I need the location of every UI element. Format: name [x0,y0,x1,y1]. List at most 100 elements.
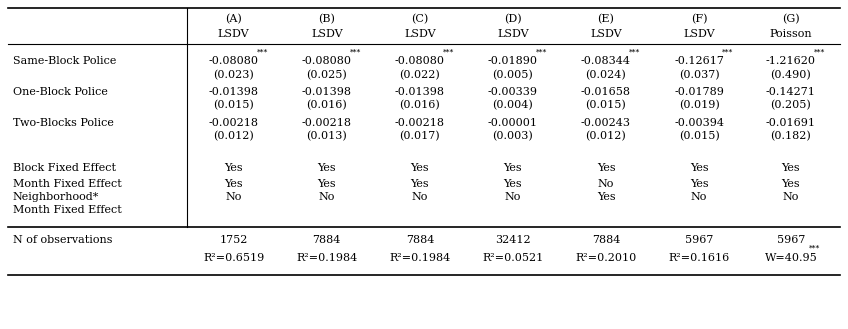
Text: -0.14271: -0.14271 [766,87,816,97]
Text: Yes: Yes [782,163,801,173]
Text: (E): (E) [598,14,615,25]
Text: No: No [226,192,242,202]
Text: -0.00218: -0.00218 [395,117,445,128]
Text: -0.00243: -0.00243 [581,117,631,128]
Text: Yes: Yes [689,180,708,190]
Text: R²=0.1616: R²=0.1616 [668,253,729,263]
Text: LSDV: LSDV [404,29,436,39]
Text: Yes: Yes [597,192,616,202]
Text: No: No [783,192,799,202]
Text: One-Block Police: One-Block Police [13,87,108,97]
Text: Yes: Yes [225,180,243,190]
Text: 5967: 5967 [685,235,713,245]
Text: (0.182): (0.182) [771,131,812,141]
Text: Yes: Yes [317,163,336,173]
Text: W=40.95: W=40.95 [765,253,817,263]
Text: (0.017): (0.017) [399,131,440,141]
Text: Neighborhood*: Neighborhood* [13,192,99,202]
Text: N of observations: N of observations [13,235,112,245]
Text: -0.01398: -0.01398 [209,87,259,97]
Text: (G): (G) [782,14,800,25]
Text: ***: *** [536,48,547,56]
Text: Yes: Yes [225,163,243,173]
Text: R²=0.6519: R²=0.6519 [203,253,265,263]
Text: No: No [411,192,428,202]
Text: -1.21620: -1.21620 [766,56,816,66]
Text: (0.015): (0.015) [214,100,254,111]
Text: ***: *** [628,48,640,56]
Text: (0.003): (0.003) [493,131,533,141]
Text: LSDV: LSDV [590,29,622,39]
Text: (A): (A) [226,14,242,25]
Text: -0.00339: -0.00339 [488,87,538,97]
Text: -0.12617: -0.12617 [674,56,724,66]
Text: (0.012): (0.012) [214,131,254,141]
Text: -0.01789: -0.01789 [674,87,724,97]
Text: No: No [319,192,335,202]
Text: -0.00001: -0.00001 [488,117,538,128]
Text: R²=0.2010: R²=0.2010 [576,253,637,263]
Text: 5967: 5967 [777,235,805,245]
Text: R²=0.1984: R²=0.1984 [296,253,357,263]
Text: -0.01658: -0.01658 [581,87,631,97]
Text: -0.00218: -0.00218 [302,117,352,128]
Text: No: No [598,180,614,190]
Text: (D): (D) [504,14,522,25]
Text: ***: *** [443,48,454,56]
Text: (0.016): (0.016) [399,100,440,111]
Text: (0.005): (0.005) [493,70,533,80]
Text: (0.015): (0.015) [678,131,719,141]
Text: Month Fixed Effect: Month Fixed Effect [13,180,121,190]
Text: (0.016): (0.016) [306,100,347,111]
Text: Month Fixed Effect: Month Fixed Effect [13,205,121,215]
Text: (0.024): (0.024) [586,70,627,80]
Text: -0.01890: -0.01890 [488,56,538,66]
Text: Two-Blocks Police: Two-Blocks Police [13,117,114,128]
Text: Yes: Yes [597,163,616,173]
Text: LSDV: LSDV [311,29,343,39]
Text: No: No [691,192,707,202]
Text: R²=0.0521: R²=0.0521 [483,253,544,263]
Text: -0.01398: -0.01398 [302,87,352,97]
Text: ***: *** [722,48,733,56]
Text: (0.019): (0.019) [678,100,719,111]
Text: 32412: 32412 [495,235,531,245]
Text: (0.004): (0.004) [493,100,533,111]
Text: 7884: 7884 [592,235,620,245]
Text: Yes: Yes [689,163,708,173]
Text: (B): (B) [318,14,335,25]
Text: -0.00218: -0.00218 [209,117,259,128]
Text: -0.01691: -0.01691 [766,117,816,128]
Text: Yes: Yes [504,180,522,190]
Text: (0.490): (0.490) [771,70,812,80]
Text: (0.013): (0.013) [306,131,347,141]
Text: (0.037): (0.037) [678,70,719,80]
Text: (0.015): (0.015) [586,100,627,111]
Text: -0.01398: -0.01398 [395,87,445,97]
Text: Yes: Yes [410,163,429,173]
Text: (F): (F) [691,14,707,25]
Text: ***: *** [809,245,820,253]
Text: (0.023): (0.023) [214,70,254,80]
Text: Same-Block Police: Same-Block Police [13,56,116,66]
Text: Yes: Yes [782,180,801,190]
Text: (0.022): (0.022) [399,70,440,80]
Text: ***: *** [349,48,360,56]
Text: 1752: 1752 [220,235,248,245]
Text: 7884: 7884 [313,235,341,245]
Text: -0.00394: -0.00394 [674,117,724,128]
Text: Yes: Yes [317,180,336,190]
Text: Yes: Yes [410,180,429,190]
Text: (0.012): (0.012) [586,131,627,141]
Text: -0.08344: -0.08344 [581,56,631,66]
Text: -0.08080: -0.08080 [302,56,352,66]
Text: (0.205): (0.205) [771,100,812,111]
Text: Poisson: Poisson [770,29,812,39]
Text: -0.08080: -0.08080 [395,56,445,66]
Text: LSDV: LSDV [683,29,715,39]
Text: ***: *** [814,48,825,56]
Text: Block Fixed Effect: Block Fixed Effect [13,163,115,173]
Text: R²=0.1984: R²=0.1984 [389,253,450,263]
Text: No: No [505,192,522,202]
Text: (0.025): (0.025) [306,70,347,80]
